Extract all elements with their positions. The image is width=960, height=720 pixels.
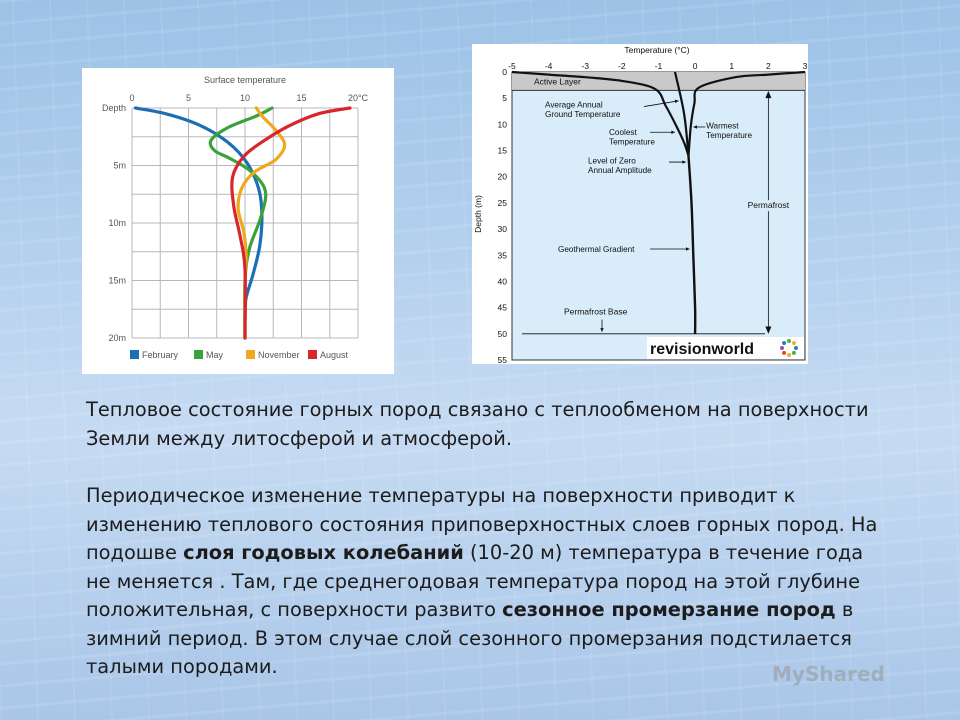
chart2-x-tick-label: 0 [693, 61, 698, 71]
chart1-x-tick-label: 0 [129, 93, 134, 103]
chart1-x-tick-label: 20°C [348, 93, 369, 103]
chart2-curve [687, 70, 806, 156]
chart2-x-tick-label: -5 [508, 61, 516, 71]
chart2-y-tick-label: 10 [498, 119, 508, 129]
chart2-logo-dot [791, 341, 796, 346]
chart2-x-tick-label: -1 [655, 61, 663, 71]
chart2-y-tick-label: 30 [498, 224, 508, 234]
chart1-legend-swatch [194, 350, 203, 359]
chart1-y-tick-label: Depth [102, 103, 126, 113]
chart1-x-tick-label: 15 [296, 93, 306, 103]
chart2-x-tick-label: -4 [545, 61, 553, 71]
chart2-logo-dot [782, 350, 787, 355]
chart2-x-tick-label: 3 [803, 61, 808, 71]
chart2-label-coolest: Coolest Temperature [609, 128, 655, 147]
chart2-y-tick-label: 25 [498, 198, 508, 208]
chart2-arrow-coolest-head [671, 130, 675, 134]
chart1-legend-label: February [142, 350, 179, 360]
chart2-x-tick-label: 2 [766, 61, 771, 71]
chart2-curve [511, 70, 690, 157]
chart2-title: Temperature (°C) [624, 45, 689, 55]
chart1-legend-swatch [130, 350, 139, 359]
chart2-label-warmest: Warmest Temperature [706, 122, 752, 141]
chart2-arrow-average-head [674, 99, 679, 104]
surface-temperature-chart: Surface temperature 0 5 10 15 20°C Depth 5m 10m 1… [102, 75, 369, 360]
chart2-logo-text: revisionworld [650, 341, 754, 358]
surface-temperature-chart-panel: Surface temperature 0 5 10 15 20°C Depth 5m 10m 1… [82, 68, 394, 374]
chart1-y-tick-label: 5m [113, 161, 126, 171]
chart2-plot-area [511, 71, 806, 361]
permafrost-profile-chart: Active Layer Temperature (°C) Depth (m) -5 -… [473, 45, 808, 365]
chart1-legend-swatch [246, 350, 255, 359]
chart2-arrow-zero-amplitude-head [682, 160, 686, 164]
chart2-label-permafrost: Permafrost [748, 200, 790, 210]
chart2-logo-dot [780, 345, 784, 350]
chart1-x-tick-label: 10 [240, 93, 250, 103]
chart2-curve [687, 155, 697, 334]
watermark-logo: MyShared [772, 662, 885, 686]
chart2-logo-dot [794, 345, 798, 350]
paragraph-heat-state: Тепловое состояние горных пород связано … [86, 398, 869, 450]
chart2-x-tick-label: 1 [729, 61, 734, 71]
chart2-permafrost-arrow-bottom [765, 326, 772, 334]
chart2-logo-bg [647, 336, 804, 359]
chart2-y-tick-label: 15 [498, 146, 508, 156]
chart1-y-tick-label: 10m [108, 218, 126, 228]
chart1-legend-swatch [308, 350, 317, 359]
chart2-arrow-base-head [600, 328, 604, 332]
para2-part-c: (10-20 м) температура в течение года не … [86, 541, 864, 621]
chart2-y-tick-label: 35 [498, 250, 508, 260]
chart2-y-tick-label: 45 [498, 303, 508, 313]
permafrost-profile-chart-panel: Active Layer Temperature (°C) Depth (m) -5 -… [472, 44, 808, 365]
chart2-active-layer-label: Active Layer [534, 77, 581, 87]
chart1-legend-label: August [320, 350, 349, 360]
para2-part-e: в зимний период. В этом случае слой сезо… [86, 598, 854, 678]
para2-part-a: Периодическое изменение температуры на п… [86, 484, 878, 564]
chart2-y-tick-label: 0 [502, 67, 507, 77]
chart2-y-tick-label: 55 [498, 355, 508, 364]
chart1-series-may [208, 106, 274, 340]
chart2-permafrost-arrow-top [765, 90, 772, 99]
chart1-legend-label: November [258, 350, 300, 360]
chart1-legend-label: May [206, 350, 224, 360]
term-annual-fluctuation-layer: слоя годовых колебаний [183, 541, 464, 564]
chart2-y-tick-label: 40 [498, 276, 508, 286]
chart2-label-average-annual: Average Annual Ground Temperature [545, 101, 621, 120]
chart1-y-tick-label: 20m [108, 333, 126, 343]
chart2-label-permafrost-base: Permafrost Base [564, 306, 628, 316]
chart1-y-tick-label: 15m [108, 276, 126, 286]
chart2-x-tick-label: -3 [581, 61, 589, 71]
chart1-x-tick-label: 5 [186, 93, 191, 103]
chart1-series-november [236, 106, 287, 340]
chart2-y-tick-label: 20 [498, 172, 508, 182]
chart2-arrow-geothermal-head [686, 247, 690, 251]
chart2-permafrost-label-bg [740, 200, 797, 212]
chart2-logo-dot [791, 350, 796, 355]
chart2-arrow-warmest-head [693, 125, 697, 129]
chart2-label-geothermal: Geothermal Gradient [558, 245, 635, 254]
chart2-logo-dot [787, 352, 791, 357]
chart2-curve [673, 71, 690, 156]
chart1-title: Surface temperature [204, 75, 286, 85]
paragraph-periodic-change: Периодическое изменение температуры на п… [86, 482, 886, 682]
chart2-logo-dot [782, 341, 787, 346]
chart1-series-august [230, 106, 352, 340]
chart2-x-tick-label: -2 [618, 61, 626, 71]
chart2-y-tick-label: 5 [502, 93, 507, 103]
chart2-label-zero-amplitude: Level of Zero Annual Amplitude [588, 157, 652, 176]
chart2-y-axis-label: Depth (m) [473, 195, 483, 233]
chart2-y-tick-label: 50 [498, 329, 508, 339]
term-seasonal-freezing: сезонное промерзание пород [502, 598, 836, 621]
chart2-arrow-average [643, 100, 679, 107]
chart2-logo-dot [787, 338, 791, 343]
